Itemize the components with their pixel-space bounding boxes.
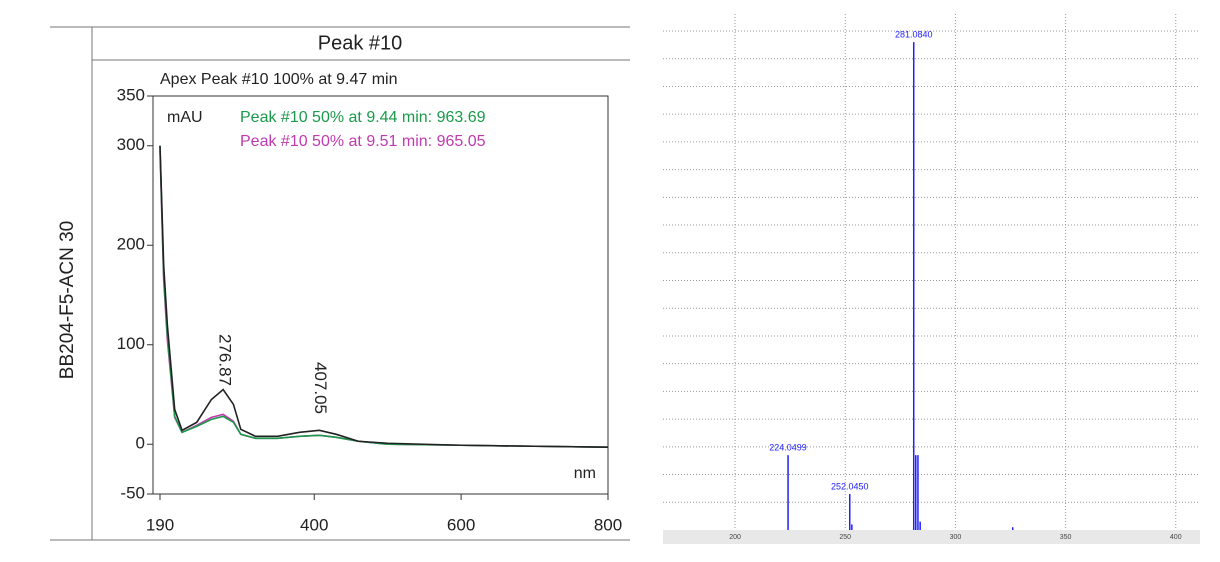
x-tick-label: 400: [1170, 534, 1182, 541]
chart-title: Peak #10: [318, 32, 403, 54]
legend-entry: Peak #10 50% at 9.44 min: 963.69: [240, 109, 486, 126]
spectrum-line: [159, 145, 609, 449]
legend-entry: Peak #10 50% at 9.51 min: 965.05: [240, 133, 486, 150]
x-tick-label: 250: [839, 534, 851, 541]
plot-frame: [152, 95, 609, 495]
x-axis-label: nm: [574, 465, 596, 482]
peak-label: 224.0499: [769, 443, 807, 453]
y-axis-label: BB204-F5-ACN 30: [57, 221, 78, 379]
x-tick-label: 200: [729, 534, 741, 541]
x-tick-label: 800: [594, 515, 622, 534]
x-tick-label: 350: [1060, 534, 1072, 541]
subtitle: Apex Peak #10 100% at 9.47 min: [160, 71, 398, 88]
peak-label: 281.0840: [895, 29, 933, 39]
spectrum-line: [159, 150, 609, 449]
x-tick-label: 400: [300, 515, 328, 534]
y-tick-label: 300: [117, 135, 145, 154]
y-tick-label: 0: [136, 434, 145, 453]
ms-plot: [663, 14, 1200, 530]
spectrum-line: [159, 145, 609, 449]
peak-annotation: 407.05: [311, 362, 330, 414]
y-tick-label: -50: [120, 483, 145, 502]
y-tick-label: 100: [117, 334, 145, 353]
unit-label: mAU: [167, 109, 203, 126]
ms-x-axis: [663, 530, 1200, 544]
y-tick-label: 350: [117, 85, 145, 104]
peak-label: 252.0450: [831, 481, 869, 491]
x-tick-label: 300: [950, 534, 962, 541]
peak-annotation: 276.87: [215, 334, 234, 386]
left-frame: [50, 26, 630, 541]
y-tick-label: 200: [117, 235, 145, 254]
x-tick-label: 600: [447, 515, 475, 534]
x-tick-label: 190: [146, 515, 174, 534]
